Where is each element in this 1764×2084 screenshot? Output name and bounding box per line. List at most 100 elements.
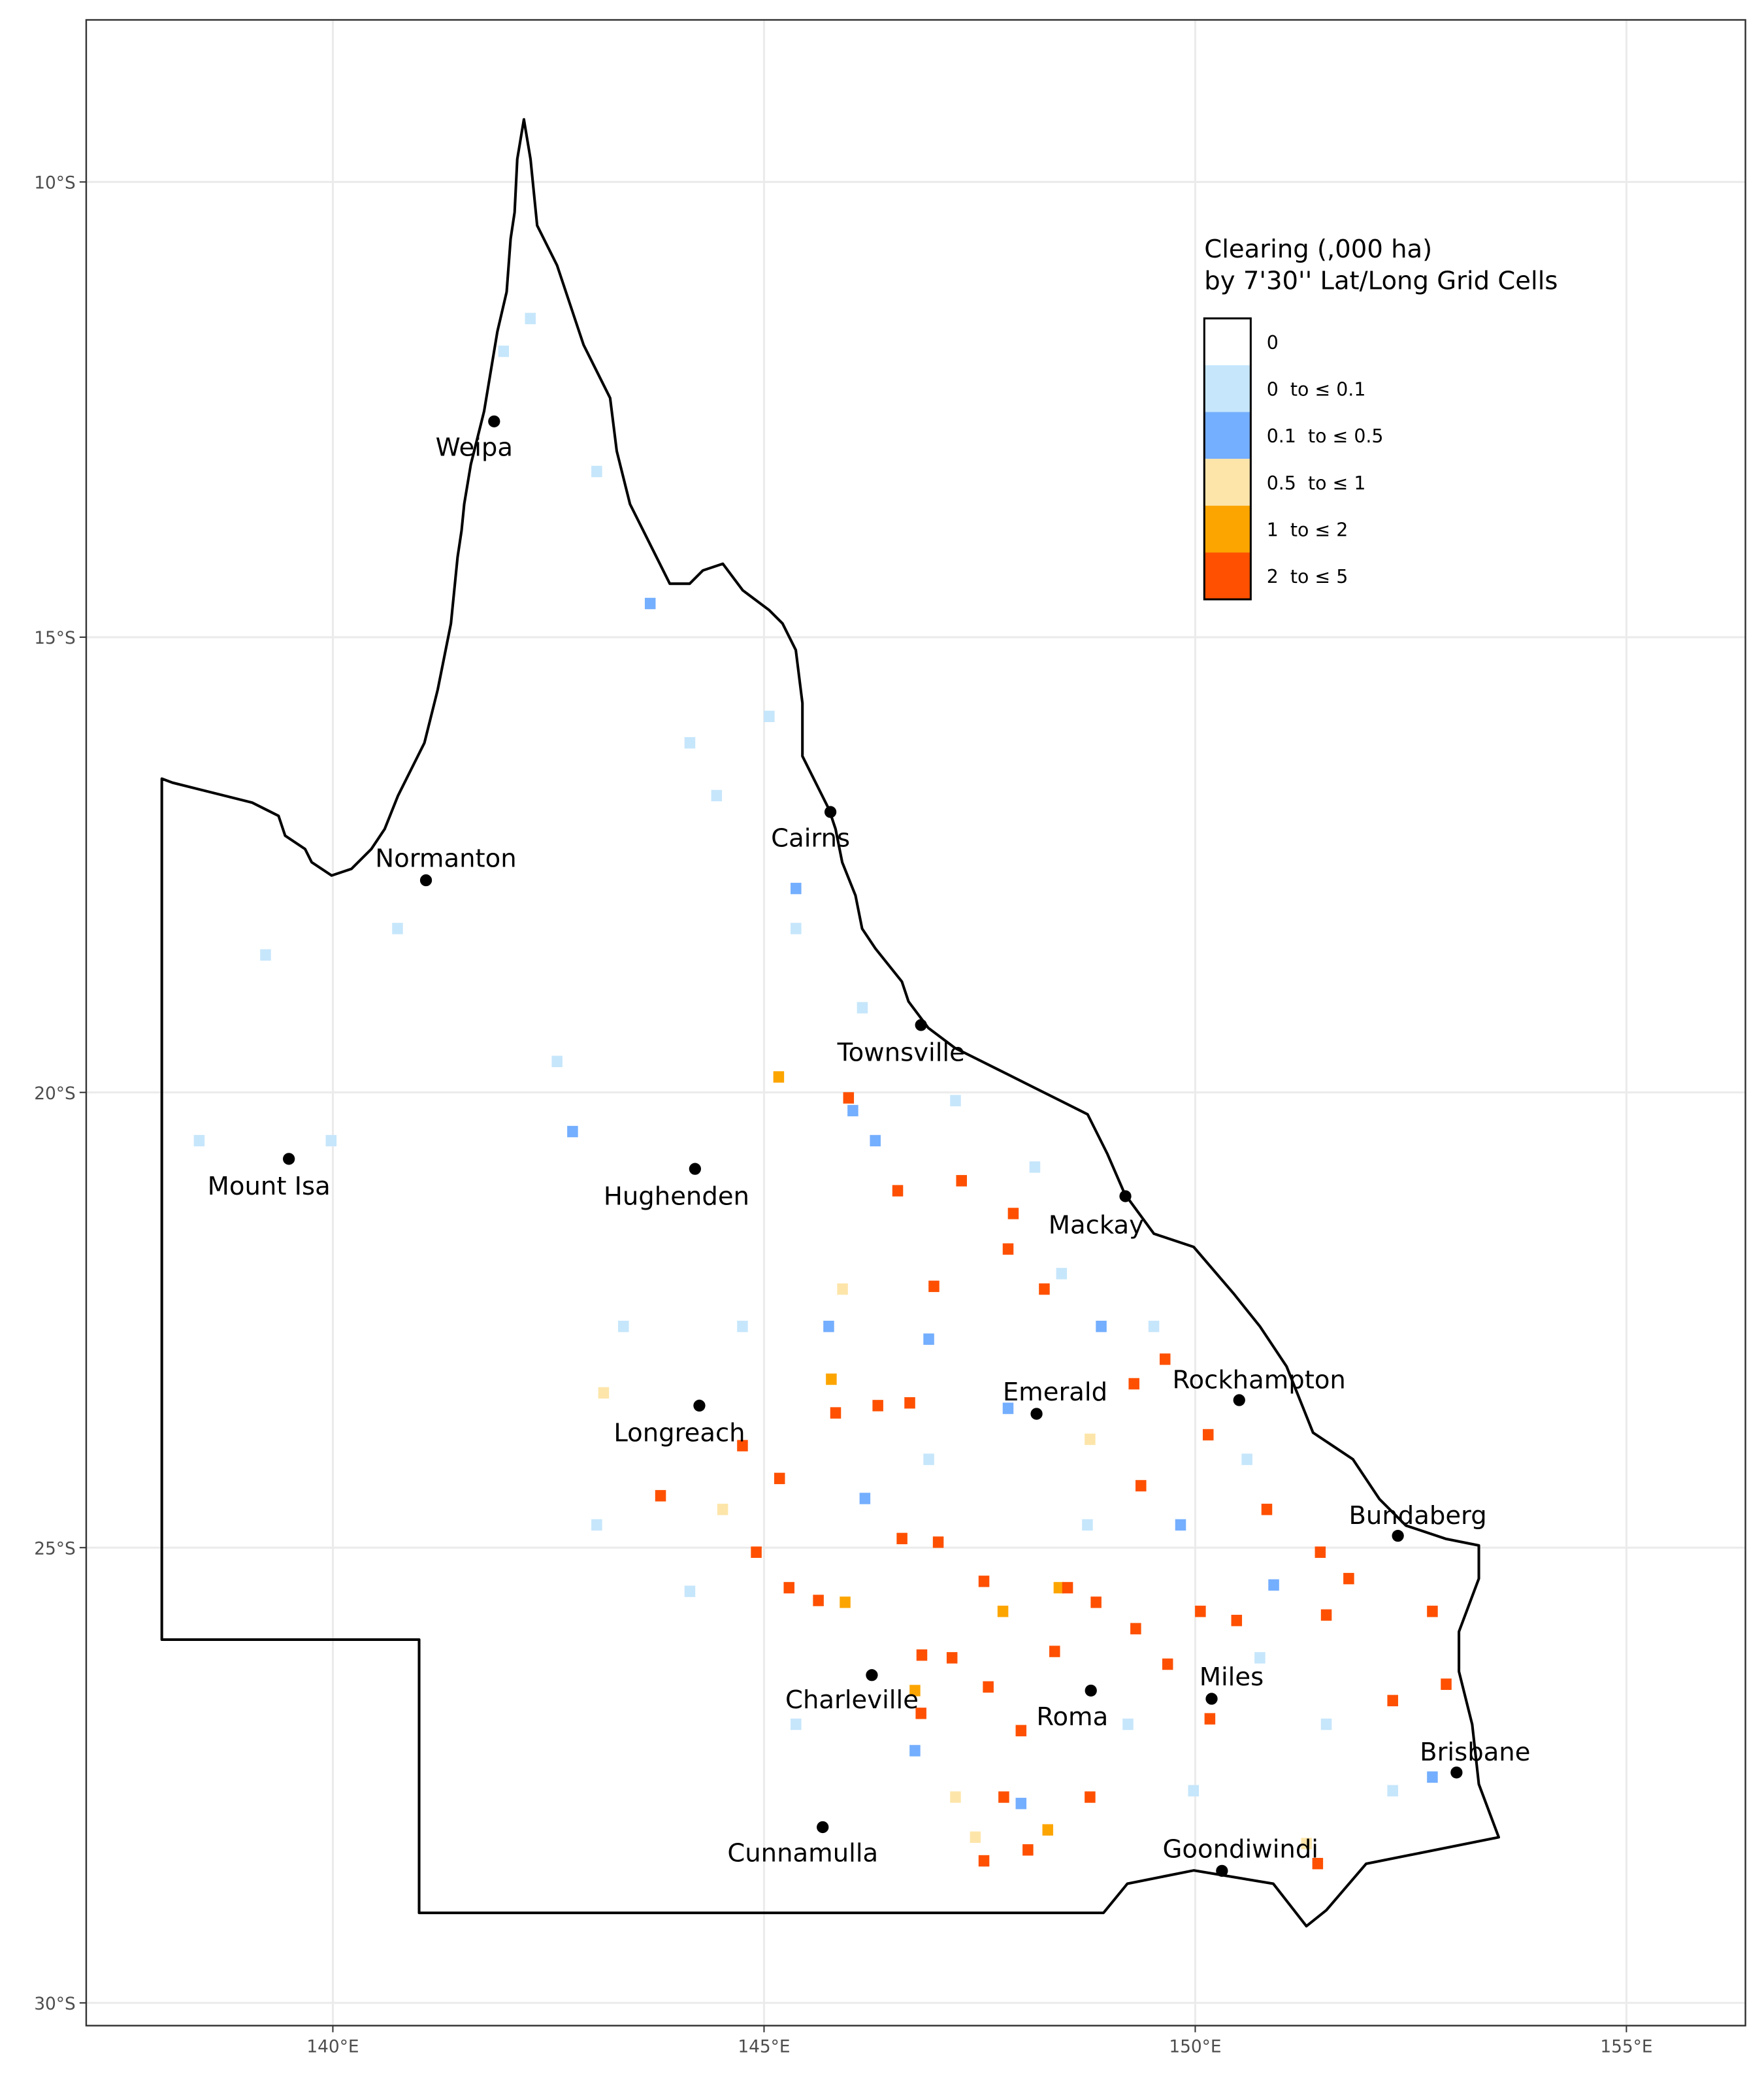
x-tick-label: 140°E (306, 2037, 359, 2057)
grid-cell (1022, 1844, 1034, 1856)
city-label: Brisbane (1420, 1738, 1530, 1767)
x-tick-label: 145°E (738, 2037, 790, 2057)
grid-cell (737, 1440, 748, 1451)
grid-cell (1082, 1519, 1093, 1531)
grid-cell (1042, 1824, 1053, 1836)
y-tick-label: 30°S (34, 1994, 76, 2014)
city-point (689, 1163, 701, 1175)
legend-label: 0.5 to ≤ 1 (1267, 472, 1366, 494)
grid-cell (1320, 1609, 1332, 1621)
grid-cell (870, 1134, 881, 1147)
grid-cell (847, 1104, 858, 1117)
grid-cell (1312, 1857, 1324, 1870)
city-label: Charleville (785, 1685, 919, 1715)
grid-cell (1315, 1546, 1326, 1558)
city-label: Rockhampton (1173, 1365, 1346, 1395)
grid-cell (928, 1280, 939, 1293)
grid-cell (970, 1831, 981, 1843)
grid-cell (1427, 1771, 1438, 1783)
grid-cell (916, 1649, 928, 1661)
grid-cell (1148, 1320, 1160, 1332)
grid-cell (1268, 1579, 1279, 1591)
grid-cell (551, 1055, 563, 1067)
grid-cell (830, 1407, 841, 1419)
grid-cell (644, 597, 656, 610)
legend-key (1204, 459, 1251, 506)
grid-cell (1202, 1429, 1214, 1441)
grid-cell (684, 736, 696, 749)
city-label: Mount Isa (208, 1172, 331, 1201)
grid-cell (1231, 1614, 1243, 1627)
y-tick-label: 20°S (34, 1084, 76, 1104)
legend-label: 2 to ≤ 5 (1267, 566, 1348, 587)
grid-cell (823, 1320, 834, 1332)
grid-cell (978, 1576, 990, 1587)
grid-cell (1096, 1320, 1107, 1332)
city-point (1205, 1693, 1218, 1705)
grid-cell (598, 1387, 610, 1399)
legend-title: by 7'30'' Lat/Long Grid Cells (1204, 267, 1558, 296)
y-tick-label: 10°S (34, 174, 76, 193)
grid-cell (1241, 1453, 1252, 1465)
grid-cell (498, 345, 510, 357)
grid-cell (591, 465, 602, 478)
grid-cell (872, 1400, 883, 1412)
legend-label: 0 to ≤ 0.1 (1267, 379, 1366, 401)
grid-cell (717, 1504, 728, 1515)
city-label: Hughenden (604, 1182, 749, 1211)
legend-label: 1 to ≤ 2 (1267, 519, 1348, 540)
grid-cell (1122, 1718, 1134, 1730)
grid-cell (1056, 1268, 1068, 1280)
city-point (824, 806, 837, 818)
grid-cell (774, 1472, 785, 1485)
grid-cell (1188, 1785, 1200, 1796)
city-point (1119, 1190, 1132, 1202)
city-point (693, 1399, 706, 1412)
grid-cell (978, 1855, 990, 1867)
grid-cell (840, 1596, 851, 1608)
grid-cell (260, 949, 271, 961)
grid-cell (1175, 1519, 1186, 1531)
grid-cell (711, 789, 723, 802)
city-label: Longreach (613, 1419, 745, 1448)
grid-cell (1002, 1402, 1014, 1414)
city-label: Bundaberg (1348, 1501, 1486, 1530)
grid-cell (791, 1718, 802, 1730)
grid-cell (843, 1092, 855, 1104)
grid-cell (567, 1125, 578, 1138)
grid-cell (909, 1685, 921, 1696)
city-label: Cairns (771, 823, 850, 853)
grid-cell (1130, 1623, 1141, 1634)
grid-cell (1039, 1283, 1050, 1295)
grid-cell (392, 923, 403, 934)
grid-cell (1015, 1798, 1027, 1810)
grid-cell (1015, 1725, 1027, 1736)
city-point (915, 1019, 927, 1031)
grid-cell (997, 1606, 1009, 1617)
grid-cell (915, 1708, 926, 1719)
city-label: Goondiwindi (1163, 1835, 1319, 1864)
city-point (1216, 1864, 1228, 1877)
grid-cell (1261, 1504, 1273, 1515)
grid-cell (751, 1546, 762, 1558)
city-label: Normanton (375, 844, 516, 874)
grid-cell (813, 1595, 824, 1606)
grid-cell (325, 1134, 337, 1147)
city-label: Townsville (837, 1038, 965, 1067)
legend-key (1204, 552, 1251, 600)
y-tick-label: 15°S (34, 629, 76, 648)
grid-cell (1128, 1378, 1139, 1390)
grid-cell (1135, 1480, 1147, 1492)
grid-cell (1085, 1791, 1096, 1803)
legend-key (1204, 412, 1251, 459)
grid-cell (1085, 1433, 1096, 1446)
city-point (1392, 1530, 1404, 1542)
grid-cell (1062, 1581, 1073, 1594)
grid-cell (591, 1519, 602, 1531)
grid-cell (1343, 1572, 1354, 1585)
grid-cell (892, 1185, 904, 1197)
grid-cell (904, 1397, 915, 1409)
grid-cell (1387, 1695, 1398, 1707)
